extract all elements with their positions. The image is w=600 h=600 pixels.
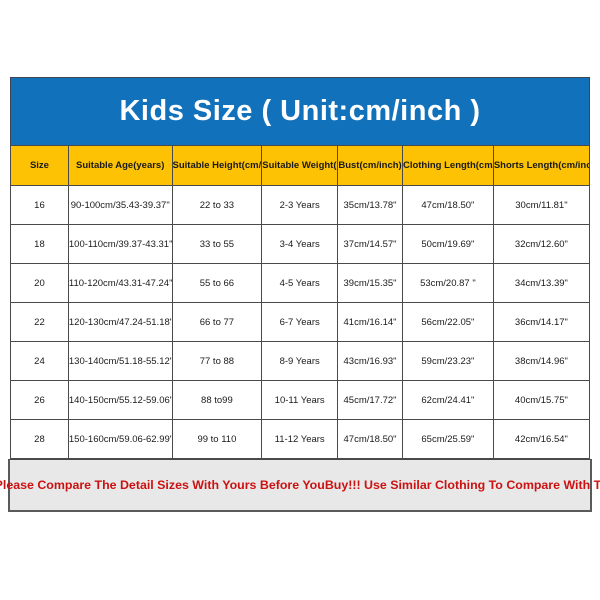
table-title-bar: Kids Size ( Unit:cm/inch ) [10,77,590,145]
table-row: 16 90-100cm/35.43-39.37" 22 to 33 2-3 Ye… [10,185,591,225]
table-row: 20 110-120cm/43.31-47.24" 55 to 66 4-5 Y… [10,263,591,303]
table-row: 26 140-150cm/55.12-59.06" 88 to99 10-11 … [10,380,591,420]
column-header-suitable-height: Suitable Height(cm/inch) [171,145,263,186]
table-cell: 38cm/14.96" [492,341,591,381]
header-row: Size Suitable Age(years) Suitable Height… [10,145,591,186]
table-cell: 88 to99 [171,380,263,420]
column-header-size: Size [10,145,69,186]
table-cell: 62cm/24.41" [401,380,494,420]
table-cell: 65cm/25.59" [401,419,494,459]
column-header-shorts-length: Shorts Length(cm/inch) [492,145,591,186]
table-cell: 56cm/22.05" [401,302,494,342]
table-cell: 42cm/16.54" [492,419,591,459]
table-cell: 77 to 88 [171,341,263,381]
table-cell: 11-12 Years [261,419,339,459]
table-cell: 30cm/11.81" [492,185,591,225]
note-banner: NOTE: Please Compare The Detail Sizes Wi… [0,459,600,512]
table-row: 18 100-110cm/39.37-43.31" 33 to 55 3-4 Y… [10,224,591,264]
table-cell: 130-140cm/51.18-55.12" [67,341,173,381]
column-header-suitable-age: Suitable Age(years) [67,145,173,186]
table-cell: 32cm/12.60" [492,224,591,264]
table-cell: 20 [10,263,69,303]
table-cell: 47cm/18.50" [337,419,403,459]
table-cell: 2-3 Years [261,185,339,225]
table-cell: 22 [10,302,69,342]
table-cell: 33 to 55 [171,224,263,264]
table-cell: 16 [10,185,69,225]
table-cell: 53cm/20.87 " [401,263,494,303]
column-header-clothing-length: Clothing Length(cm/inch) [401,145,494,186]
column-header-bust: Bust(cm/inch) [337,145,403,186]
table-cell: 50cm/19.69" [401,224,494,264]
table-cell: 3-4 Years [261,224,339,264]
table-cell: 22 to 33 [171,185,263,225]
size-table: Size Suitable Age(years) Suitable Height… [10,145,591,459]
table-cell: 110-120cm/43.31-47.24" [67,263,173,303]
table-cell: 40cm/15.75" [492,380,591,420]
table-row: 24 130-140cm/51.18-55.12" 77 to 88 8-9 Y… [10,341,591,381]
table-cell: 36cm/14.17" [492,302,591,342]
table-cell: 4-5 Years [261,263,339,303]
column-header-suitable-weight: Suitable Weight(LB) [261,145,339,186]
table-cell: 6-7 Years [261,302,339,342]
table-cell: 100-110cm/39.37-43.31" [67,224,173,264]
table-cell: 55 to 66 [171,263,263,303]
table-cell: 120-130cm/47.24-51.18" [67,302,173,342]
size-chart: Kids Size ( Unit:cm/inch ) Size Suitable… [0,77,600,512]
table-cell: 39cm/15.35" [337,263,403,303]
table-title: Kids Size ( Unit:cm/inch ) [119,95,481,127]
table-cell: 24 [10,341,69,381]
table-cell: 10-11 Years [261,380,339,420]
table-cell: 47cm/18.50" [401,185,494,225]
table-cell: 35cm/13.78" [337,185,403,225]
table-cell: 18 [10,224,69,264]
table-cell: 34cm/13.39" [492,263,591,303]
table-cell: 90-100cm/35.43-39.37" [67,185,173,225]
table-cell: 37cm/14.57" [337,224,403,264]
table-row: 28 150-160cm/59.06-62.99" 99 to 110 11-1… [10,419,591,459]
table-cell: 59cm/23.23" [401,341,494,381]
table-cell: 45cm/17.72" [337,380,403,420]
table-row: 22 120-130cm/47.24-51.18" 66 to 77 6-7 Y… [10,302,591,342]
table-cell: 41cm/16.14" [337,302,403,342]
table-cell: 8-9 Years [261,341,339,381]
table-cell: 26 [10,380,69,420]
table-cell: 99 to 110 [171,419,263,459]
table-cell: 150-160cm/59.06-62.99" [67,419,173,459]
table-cell: 28 [10,419,69,459]
table-cell: 140-150cm/55.12-59.06" [67,380,173,420]
table-cell: 43cm/16.93" [337,341,403,381]
note-text: NOTE: Please Compare The Detail Sizes Wi… [0,478,600,492]
table-cell: 66 to 77 [171,302,263,342]
